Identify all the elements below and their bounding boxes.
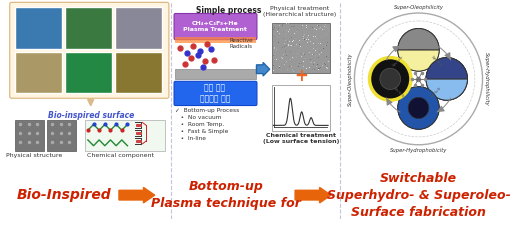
Text: Bottom-up
Plasma technique for: Bottom-up Plasma technique for	[151, 180, 301, 210]
Circle shape	[369, 58, 411, 100]
Circle shape	[380, 68, 401, 90]
FancyBboxPatch shape	[15, 7, 62, 49]
Wedge shape	[398, 50, 439, 71]
Wedge shape	[398, 29, 439, 50]
Text: ✓  Bottom-up Process
   •  No vacuum
   •  Room Temp.
   •  Fast & Simple
   •  : ✓ Bottom-up Process • No vacuum • Room T…	[175, 108, 240, 141]
Circle shape	[408, 97, 429, 119]
FancyArrow shape	[295, 187, 331, 203]
Wedge shape	[426, 79, 467, 100]
Text: Switchable
Superhydro- & Superoleo-
Surface fabrication: Switchable Superhydro- & Superoleo- Surf…	[327, 172, 511, 219]
Circle shape	[426, 58, 467, 100]
Text: Super-Oleophilicity: Super-Oleophilicity	[394, 5, 444, 10]
FancyBboxPatch shape	[47, 119, 76, 151]
Text: CH₄+C₄F₈+He
Plasma Treatment: CH₄+C₄F₈+He Plasma Treatment	[183, 21, 247, 32]
FancyBboxPatch shape	[15, 52, 62, 93]
Text: Simple process: Simple process	[196, 6, 261, 15]
Circle shape	[408, 39, 429, 61]
FancyBboxPatch shape	[271, 85, 330, 131]
Text: Switch: Switch	[430, 55, 443, 68]
Circle shape	[355, 13, 483, 145]
FancyBboxPatch shape	[175, 37, 256, 43]
Text: Super-Hydrophilicity: Super-Hydrophilicity	[484, 52, 490, 106]
Circle shape	[398, 87, 439, 129]
Text: Chemical treatment
(Low surface tension): Chemical treatment (Low surface tension)	[262, 133, 339, 144]
FancyArrow shape	[119, 187, 155, 203]
Text: +: +	[294, 67, 308, 85]
FancyBboxPatch shape	[175, 69, 256, 79]
Circle shape	[398, 87, 439, 129]
Text: Bio-Inspired: Bio-Inspired	[17, 188, 112, 202]
Text: Super-Hydrophobicity: Super-Hydrophobicity	[390, 148, 447, 153]
Text: Chemical component: Chemical component	[87, 153, 154, 158]
FancyBboxPatch shape	[15, 119, 44, 151]
FancyBboxPatch shape	[174, 81, 257, 106]
Text: Switch: Switch	[430, 86, 443, 99]
Wedge shape	[426, 58, 467, 79]
Text: Switch: Switch	[392, 86, 405, 99]
FancyBboxPatch shape	[174, 14, 257, 40]
FancyBboxPatch shape	[85, 119, 165, 151]
FancyBboxPatch shape	[65, 52, 112, 93]
FancyBboxPatch shape	[65, 7, 112, 49]
FancyBboxPatch shape	[115, 52, 162, 93]
FancyArrow shape	[257, 62, 270, 76]
FancyBboxPatch shape	[115, 7, 162, 49]
Circle shape	[380, 68, 401, 90]
Text: Reactive
Radicals: Reactive Radicals	[229, 38, 253, 49]
Circle shape	[426, 58, 467, 100]
FancyBboxPatch shape	[9, 2, 169, 98]
Circle shape	[369, 58, 411, 100]
Text: Switch: Switch	[392, 55, 405, 68]
Text: Physical structure: Physical structure	[6, 153, 62, 158]
Text: Physical treatment
(Hierarchical structure): Physical treatment (Hierarchical structu…	[263, 6, 336, 17]
Text: Super-Oleophobicity: Super-Oleophobicity	[347, 52, 353, 106]
Circle shape	[398, 29, 439, 71]
FancyBboxPatch shape	[271, 23, 330, 73]
Circle shape	[408, 97, 429, 119]
Circle shape	[436, 68, 457, 90]
Text: 상압 저온
플라즈마 기술: 상압 저온 플라즈마 기술	[200, 83, 230, 104]
Text: Bio-inspired surface: Bio-inspired surface	[47, 111, 134, 120]
